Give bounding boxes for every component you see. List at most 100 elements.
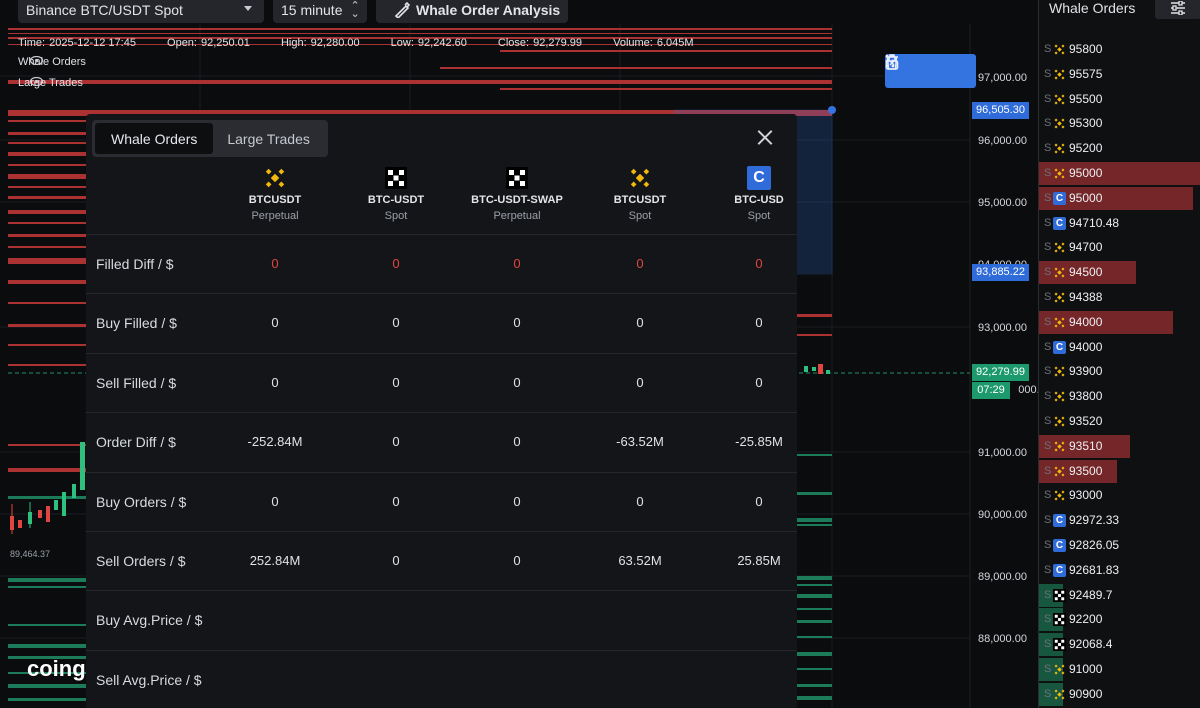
- whale-order-row[interactable]: S 95200: [1039, 136, 1200, 161]
- whale-order-row[interactable]: S 94388: [1039, 285, 1200, 310]
- metric-cell: 0: [392, 493, 400, 509]
- symbol-selector[interactable]: Binance BTC/USDT Spot: [18, 0, 264, 23]
- whale-order-row[interactable]: S 93800: [1039, 384, 1200, 409]
- order-price: 94388: [1069, 290, 1103, 304]
- whale-order-row[interactable]: S 94000: [1039, 310, 1200, 335]
- order-price: 93800: [1069, 389, 1103, 404]
- whale-order-row[interactable]: S 95575: [1039, 62, 1200, 87]
- order-price: 95300: [1069, 116, 1103, 131]
- metric-label: Filled Diff / $: [96, 256, 174, 272]
- order-depth-bar: [1039, 682, 1063, 706]
- whale-order-row[interactable]: S 90900: [1039, 682, 1200, 707]
- order-side: S: [1044, 663, 1052, 675]
- order-side: S: [1044, 43, 1052, 55]
- order-price: 95800: [1069, 42, 1103, 56]
- order-side: S: [1044, 216, 1052, 229]
- ohlc-legend: Time: 2025-12-12 17:45 Open: 92,250.01 Hig…: [18, 37, 722, 49]
- metric-cell: 0: [392, 315, 400, 331]
- order-side: S: [1044, 291, 1052, 303]
- updown-chevron-icon: ⌃ ⌄: [350, 0, 360, 20]
- legend-open: Open: 92,250.01: [167, 37, 250, 49]
- settings-sliders-button[interactable]: [1155, 0, 1200, 19]
- okx-icon: [1053, 613, 1066, 627]
- eye-icon[interactable]: [30, 77, 43, 86]
- legend-low: Low: 92,242.60: [390, 37, 467, 49]
- whale-order-row[interactable]: S 92489.7: [1039, 583, 1200, 608]
- binance-icon: [1053, 688, 1066, 701]
- metric-cell: 0: [513, 553, 521, 568]
- metric-row: Order Diff / $ -252.84M 0 0 -63.52M -25.85M: [86, 412, 797, 471]
- price-tick-partial: 94,000.00: [978, 259, 1027, 264]
- order-side: S: [1044, 241, 1052, 254]
- coinbase-icon: C: [1053, 340, 1066, 354]
- tab-large-trades[interactable]: Large Trades: [227, 130, 310, 147]
- metric-cell: 0: [513, 315, 521, 331]
- order-side: S: [1044, 514, 1052, 527]
- column-header: C BTC-USD Spot: [699, 166, 819, 222]
- whale-order-row[interactable]: S 95300: [1039, 111, 1200, 136]
- whale-order-analysis-button[interactable]: Whale Order Analysis: [376, 0, 568, 23]
- whale-order-row[interactable]: S C 95000: [1039, 186, 1200, 211]
- whale-order-row[interactable]: S 95800: [1039, 37, 1200, 62]
- order-price: 92489.7: [1069, 587, 1113, 602]
- whale-order-row[interactable]: S C 92826.05: [1039, 533, 1200, 558]
- whale-order-row[interactable]: S C 92681.83: [1039, 558, 1200, 583]
- legend-volume: Volume: 6.045M: [613, 37, 694, 49]
- metric-label: Order Diff / $: [96, 434, 176, 451]
- order-side: S: [1044, 117, 1052, 130]
- whale-order-row[interactable]: S C 94000: [1039, 335, 1200, 360]
- order-price: 93000: [1069, 488, 1103, 503]
- order-price: 92826.05: [1069, 538, 1120, 552]
- order-side: S: [1044, 638, 1052, 651]
- chevron-down-icon: [244, 6, 252, 11]
- close-icon[interactable]: [757, 129, 773, 145]
- whale-order-row[interactable]: S 94500: [1039, 260, 1200, 285]
- metric-row: Sell Filled / $ 0 0 0 0 0: [86, 352, 797, 412]
- order-side: S: [1044, 687, 1052, 700]
- order-side: S: [1044, 67, 1052, 80]
- metric-cell: -63.52M: [616, 434, 664, 450]
- metric-cell: 0: [513, 374, 521, 390]
- whale-order-row[interactable]: S C 92972.33: [1039, 508, 1200, 533]
- binance-icon: [1053, 68, 1066, 81]
- legend-time: Time: 2025-12-12 17:45: [18, 37, 136, 49]
- order-depth-bar: [1039, 310, 1174, 334]
- whale-order-row[interactable]: S 92200: [1039, 607, 1200, 632]
- binance-icon: [1053, 489, 1066, 502]
- order-side: S: [1044, 365, 1052, 378]
- interval-selector[interactable]: 15 minute ⌃ ⌄: [273, 0, 367, 23]
- metric-cell: 0: [755, 315, 763, 331]
- column-symbol: BTCUSDT: [248, 194, 302, 206]
- metric-cell: 252.84M: [249, 553, 301, 568]
- eye-icon[interactable]: [30, 56, 43, 65]
- metric-cell: 0: [755, 374, 763, 390]
- column-market-type: Spot: [384, 210, 408, 222]
- order-price: 95000: [1069, 166, 1103, 180]
- whale-order-row[interactable]: S 93900: [1039, 359, 1200, 384]
- whale-order-row[interactable]: S 95000: [1039, 161, 1200, 186]
- whale-order-row[interactable]: S 94700: [1039, 235, 1200, 260]
- whale-order-row[interactable]: S 95500: [1039, 87, 1200, 112]
- whale-order-row[interactable]: S 93510: [1039, 434, 1200, 459]
- whale-order-row[interactable]: S 93500: [1039, 459, 1200, 484]
- whale-order-row[interactable]: S 91000: [1039, 657, 1200, 682]
- indicator-whale-orders[interactable]: Whale Orders: [18, 56, 86, 68]
- legend-high: High: 92,280.00: [280, 37, 360, 49]
- order-depth-bar: [1039, 658, 1063, 681]
- whale-order-row[interactable]: S C 94710.48: [1039, 211, 1200, 236]
- ruler-pencil-icon: [394, 1, 410, 18]
- indicator-large-trades[interactable]: Large Trades: [18, 77, 83, 89]
- tab-whale-orders[interactable]: Whale Orders: [95, 123, 214, 154]
- delete-icon[interactable]: [885, 54, 899, 70]
- price-tick: 96,000.00: [978, 135, 1027, 147]
- interval-label: 15 minute: [281, 1, 343, 18]
- whale-order-row[interactable]: S 92068.4: [1039, 632, 1200, 657]
- whale-order-row[interactable]: S 93520: [1039, 409, 1200, 434]
- metric-cell: 0: [271, 256, 279, 271]
- order-depth-bar: [1039, 261, 1137, 285]
- order-side: S: [1044, 489, 1052, 502]
- whale-order-row[interactable]: S 93000: [1039, 483, 1200, 508]
- metric-cell: 0: [513, 434, 521, 450]
- metric-cell: 0: [392, 374, 400, 390]
- metric-cell: -252.84M: [247, 434, 303, 450]
